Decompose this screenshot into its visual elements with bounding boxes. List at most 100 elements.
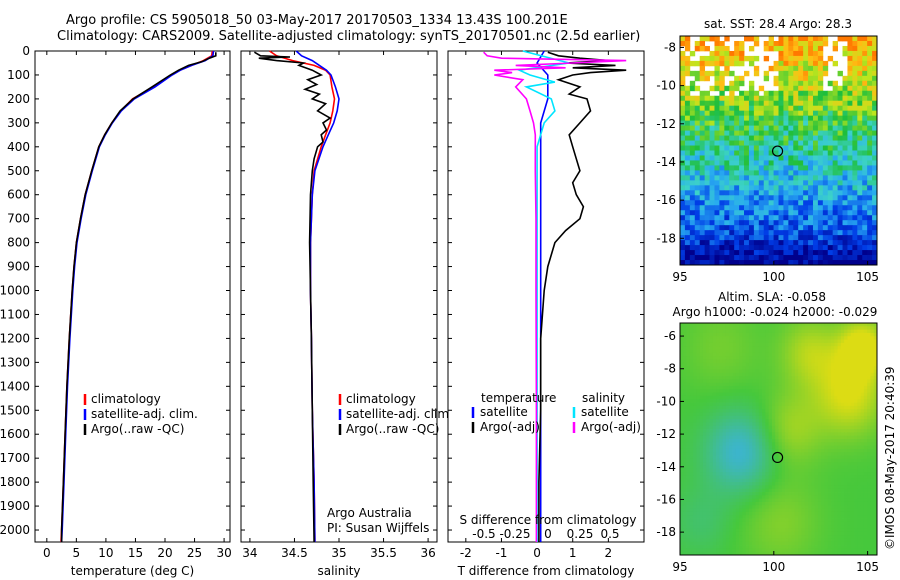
map-cell <box>724 245 730 251</box>
map-cell <box>842 250 848 256</box>
map-cell <box>712 332 717 337</box>
map-cell <box>870 415 875 420</box>
x-tick-label: 30 <box>216 546 231 560</box>
map-cell <box>753 225 760 231</box>
map-cell <box>808 140 814 146</box>
map-cell <box>693 412 697 417</box>
map-cell <box>745 422 750 427</box>
map-cell <box>722 462 727 466</box>
map-cell <box>857 369 861 374</box>
map-cell <box>854 356 858 360</box>
map-cell <box>834 405 838 410</box>
map-cell <box>847 150 853 156</box>
map-cell <box>704 210 710 216</box>
map-cell <box>808 155 814 161</box>
map-cell <box>863 412 868 417</box>
map-cell <box>689 50 696 57</box>
map-cell <box>812 40 819 47</box>
map-cell <box>872 185 877 191</box>
map-cell <box>854 339 858 344</box>
map-cell <box>763 40 770 47</box>
map-cell <box>785 472 789 476</box>
map-cell <box>785 425 789 430</box>
map-cell <box>831 409 835 413</box>
map-cell <box>827 190 834 196</box>
map-cell <box>870 369 875 374</box>
map-cell <box>852 170 858 176</box>
map-cell <box>729 323 733 327</box>
map-cell <box>822 195 829 201</box>
map-cell <box>722 395 727 400</box>
map-cell <box>683 462 687 466</box>
map-cell <box>783 250 789 256</box>
map-cell <box>837 170 843 176</box>
map-cell <box>817 323 822 327</box>
map-cell <box>709 415 714 420</box>
map-cell <box>791 369 796 374</box>
map-cell <box>716 385 720 390</box>
map-cell <box>863 323 868 327</box>
map-cell <box>745 346 750 350</box>
map-cell <box>788 215 794 221</box>
map-cell <box>734 110 740 117</box>
map-cell <box>812 110 819 117</box>
map-cell <box>822 145 829 151</box>
map-cell <box>783 200 789 206</box>
map-cell <box>863 392 868 397</box>
map-cell <box>827 165 834 171</box>
map-cell <box>872 40 877 47</box>
map-cell <box>808 150 814 156</box>
map-cell <box>729 349 733 354</box>
map-cell <box>793 215 799 221</box>
map-cell <box>827 245 834 251</box>
map-cell <box>817 452 822 456</box>
map-cell <box>693 415 697 420</box>
map-cell <box>860 442 865 447</box>
map-cell <box>867 425 871 430</box>
map-cell <box>753 105 760 112</box>
map-cell <box>755 409 760 413</box>
map-cell <box>706 442 710 447</box>
map-cell <box>788 362 793 367</box>
map-cell <box>840 359 845 364</box>
map-cell <box>748 482 753 486</box>
map-cell <box>811 475 816 480</box>
map-cell <box>686 332 691 337</box>
map-cell <box>745 359 750 364</box>
map-cell <box>689 120 696 127</box>
map-cell <box>771 352 776 357</box>
map-cell <box>852 60 858 67</box>
map-cell <box>817 399 822 403</box>
map-cell <box>862 75 868 82</box>
map-cell <box>719 105 725 112</box>
map-cell <box>844 392 848 397</box>
map-cell <box>834 369 838 374</box>
difference-panel: -2 -1 0 1 2T difference from climatologytemp… <box>447 50 645 578</box>
map-cell <box>840 405 845 410</box>
map-cell <box>735 485 740 490</box>
map-cell <box>854 472 858 476</box>
map-cell <box>824 362 829 367</box>
map-cell <box>771 485 776 490</box>
map-cell <box>684 225 691 231</box>
map-cell <box>680 65 686 72</box>
map-cell <box>768 412 773 417</box>
map-cell <box>822 36 829 42</box>
map-cell <box>680 329 684 334</box>
map-cell <box>712 478 717 483</box>
map-cell <box>847 349 852 354</box>
map-cell <box>827 468 832 473</box>
map-cell <box>689 356 694 360</box>
map-cell <box>788 419 793 423</box>
map-cell <box>812 155 819 161</box>
map-cell <box>712 395 717 400</box>
map-cell <box>788 36 794 42</box>
map-cell <box>758 405 763 410</box>
map-cell <box>758 115 765 122</box>
map-cell <box>709 185 715 191</box>
map-cell <box>803 215 809 221</box>
map-cell <box>854 329 858 334</box>
map-cell <box>765 376 770 380</box>
map-cell <box>686 448 691 453</box>
map-cell <box>683 482 687 486</box>
